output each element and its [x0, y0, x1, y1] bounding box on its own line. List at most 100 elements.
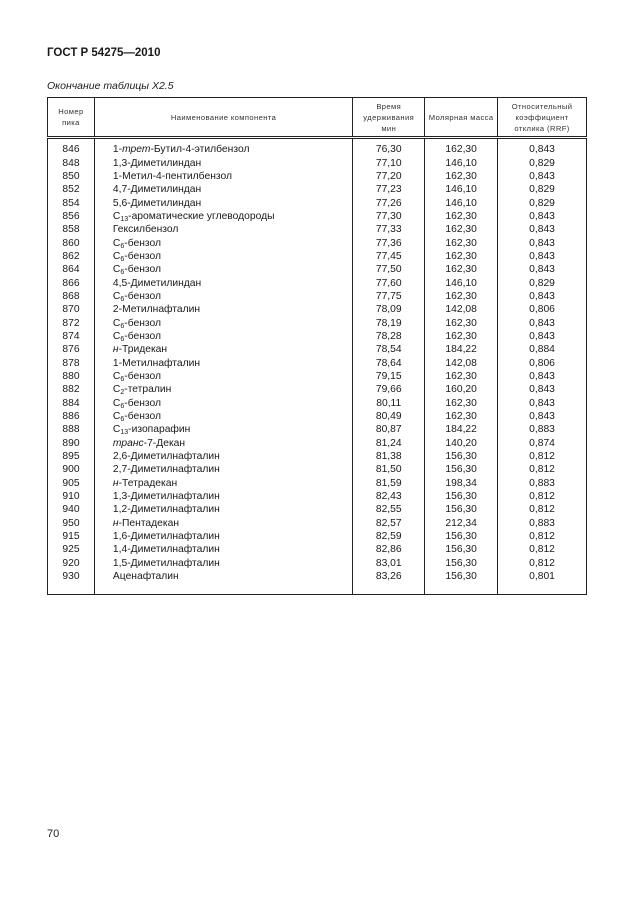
molar-mass-cell: 146,10: [424, 156, 499, 170]
table-row: 876 н-Тридекан 78,54 184,22 0,884: [47, 343, 587, 357]
name-segment: 1-Метил-4-пентилбензол: [112, 170, 232, 182]
component-name-cell: C6-бензол: [93, 263, 354, 277]
retention-time-cell: 78,19: [352, 316, 426, 330]
molar-mass-cell: 156,30: [424, 489, 499, 504]
retention-time-cell: 82,43: [352, 489, 426, 504]
name-segment: транс: [112, 437, 144, 449]
component-name-cell: C6-бензол: [93, 316, 354, 330]
name-segment: 6: [120, 335, 125, 343]
name-segment: 1,3-Диметилнафталин: [112, 491, 220, 503]
component-name-cell: н-Пентадекан: [93, 516, 354, 530]
retention-time-cell: 77,20: [352, 169, 426, 184]
rrf-cell: 0,874: [497, 436, 587, 450]
retention-time-cell: 77,45: [352, 249, 426, 264]
molar-mass-cell: 142,08: [424, 303, 499, 317]
table-row: 905 н-Тетрадекан 81,59 198,34 0,883: [47, 476, 587, 490]
molar-mass-cell: 156,30: [424, 463, 499, 477]
component-name-cell: C2-тетралин: [93, 383, 354, 397]
name-segment: -бензол: [124, 371, 162, 383]
rrf-cell: 0,843: [497, 289, 587, 304]
table-row: 880 C6-бензол 79,15 162,30 0,843: [47, 369, 587, 384]
peak-number-cell: 880: [47, 369, 95, 384]
name-segment: 2-Метилнафталин: [112, 304, 201, 316]
peak-number-cell: 858: [47, 223, 95, 237]
name-segment: -тетралин: [124, 384, 172, 396]
name-segment: -Тетрадекан: [118, 477, 178, 489]
component-name-cell: C6-бензол: [93, 329, 354, 344]
standard-number: ГОСТ Р 54275—2010: [47, 47, 161, 59]
peak-number-cell: 850: [47, 169, 95, 184]
name-segment: 6: [120, 242, 125, 250]
peak-number-cell: 930: [47, 570, 95, 595]
component-name-cell: C6-бензол: [93, 396, 354, 410]
name-segment: C: [112, 424, 121, 436]
molar-mass-cell: 156,30: [424, 529, 499, 544]
name-segment: 1,5-Диметилнафталин: [112, 557, 220, 569]
rrf-cell: 0,829: [497, 183, 587, 197]
molar-mass-cell: 162,30: [424, 169, 499, 184]
molar-mass-cell: 198,34: [424, 476, 499, 490]
molar-mass-cell: 140,20: [424, 436, 499, 450]
rrf-cell: 0,806: [497, 303, 587, 317]
table-row: 848 1,3-Диметилиндан 77,10 146,10 0,829: [47, 156, 587, 170]
component-name-cell: 1-Метилнафталин: [93, 356, 354, 370]
table-row: 860 C6-бензол 77,36 162,30 0,843: [47, 236, 587, 250]
peak-number-cell: 870: [47, 303, 95, 317]
molar-mass-cell: 162,30: [424, 137, 499, 157]
table-row: 870 2-Метилнафталин 78,09 142,08 0,806: [47, 303, 587, 317]
name-segment: 2,6-Диметилнафталин: [112, 451, 220, 463]
name-segment: C: [112, 290, 121, 302]
rrf-cell: 0,843: [497, 236, 587, 250]
component-name-cell: C6-бензол: [93, 409, 354, 424]
molar-mass-cell: 156,30: [424, 449, 499, 464]
col-rrf: Относительный коэффициент отклика (RRF): [497, 97, 587, 139]
molar-mass-cell: 162,30: [424, 209, 499, 224]
molar-mass-cell: 162,30: [424, 236, 499, 250]
table-row: 866 4,5-Диметилиндан 77,60 146,10 0,829: [47, 276, 587, 290]
retention-time-cell: 79,66: [352, 383, 426, 397]
peak-number-cell: 846: [47, 137, 95, 157]
table-row: 940 1,2-Диметилнафталин 82,55 156,30 0,812: [47, 503, 587, 517]
retention-time-cell: 83,01: [352, 556, 426, 570]
rrf-cell: 0,843: [497, 209, 587, 224]
name-segment: 1,4-Диметилнафталин: [112, 544, 220, 556]
component-name-cell: 2-Метилнафталин: [93, 303, 354, 317]
peak-number-cell: 886: [47, 409, 95, 424]
name-segment: 4,7-Диметилиндан: [112, 184, 202, 196]
component-name-cell: 1,3-Диметилиндан: [93, 156, 354, 170]
name-segment: 1,3-Диметилиндан: [112, 157, 202, 169]
name-segment: -бензол: [124, 237, 162, 249]
retention-time-cell: 83,26: [352, 570, 426, 595]
retention-time-cell: 80,11: [352, 396, 426, 410]
peak-number-cell: 868: [47, 289, 95, 304]
rrf-cell: 0,812: [497, 463, 587, 477]
name-segment: C: [112, 371, 121, 383]
rrf-cell: 0,843: [497, 409, 587, 424]
table-row: 850 1-Метил-4-пентилбензол 77,20 162,30 0,84…: [47, 169, 587, 184]
name-segment: н: [112, 477, 119, 489]
molar-mass-cell: 162,30: [424, 223, 499, 237]
name-segment: 13: [120, 215, 129, 223]
component-name-cell: C6-бензол: [93, 236, 354, 250]
peak-number-cell: 874: [47, 329, 95, 344]
rrf-cell: 0,806: [497, 356, 587, 370]
name-segment: C: [112, 250, 121, 262]
molar-mass-cell: 162,30: [424, 316, 499, 330]
name-segment: C: [112, 397, 121, 409]
components-table: Номер пика Наименование компонента Время…: [47, 97, 587, 595]
table-row: 868 C6-бензол 77,75 162,30 0,843: [47, 289, 587, 304]
peak-number-cell: 900: [47, 463, 95, 477]
peak-number-cell: 876: [47, 343, 95, 357]
component-name-cell: 1,3-Диметилнафталин: [93, 489, 354, 504]
retention-time-cell: 77,10: [352, 156, 426, 170]
name-segment: 5,6-Диметилиндан: [112, 197, 202, 209]
molar-mass-cell: 142,08: [424, 356, 499, 370]
rrf-cell: 0,843: [497, 263, 587, 277]
retention-time-cell: 82,86: [352, 543, 426, 557]
component-name-cell: н-Тридекан: [93, 343, 354, 357]
peak-number-cell: 854: [47, 196, 95, 210]
rrf-cell: 0,812: [497, 556, 587, 570]
name-segment: C: [112, 210, 121, 222]
molar-mass-cell: 162,30: [424, 289, 499, 304]
table-row: 882 C2-тетралин 79,66 160,20 0,843: [47, 383, 587, 397]
